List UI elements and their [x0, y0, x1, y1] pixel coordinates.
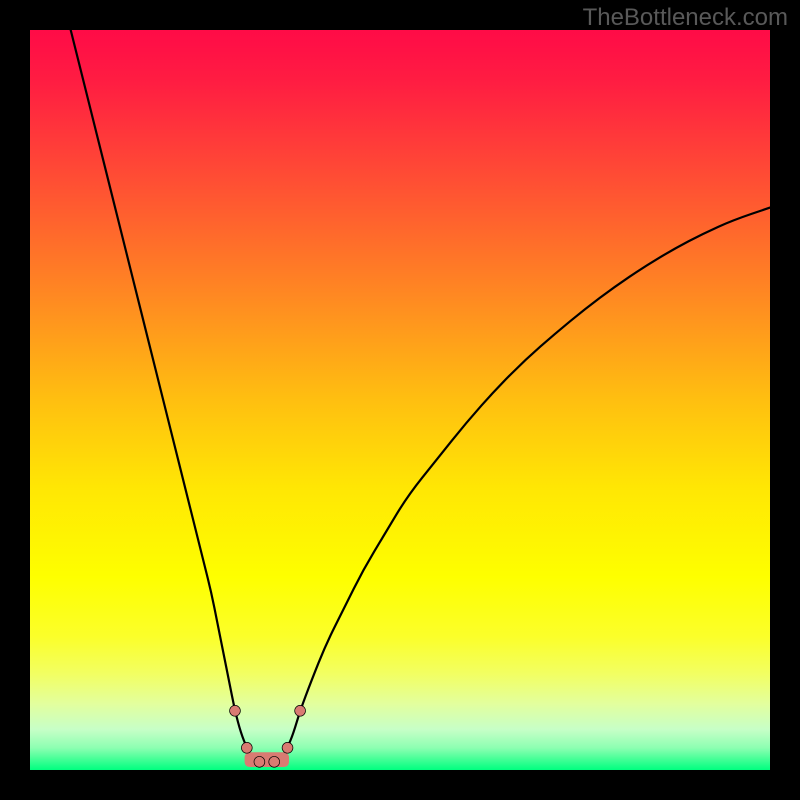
curve-marker: [230, 705, 241, 716]
curve-marker: [241, 742, 252, 753]
chart-canvas: TheBottleneck.com: [0, 0, 800, 800]
plot-background: [30, 30, 770, 770]
curve-marker: [269, 756, 280, 767]
trough-highlight-bar: [245, 752, 289, 767]
bottleneck-chart: [0, 0, 800, 800]
curve-marker: [282, 742, 293, 753]
curve-marker: [295, 705, 306, 716]
curve-marker: [254, 756, 265, 767]
